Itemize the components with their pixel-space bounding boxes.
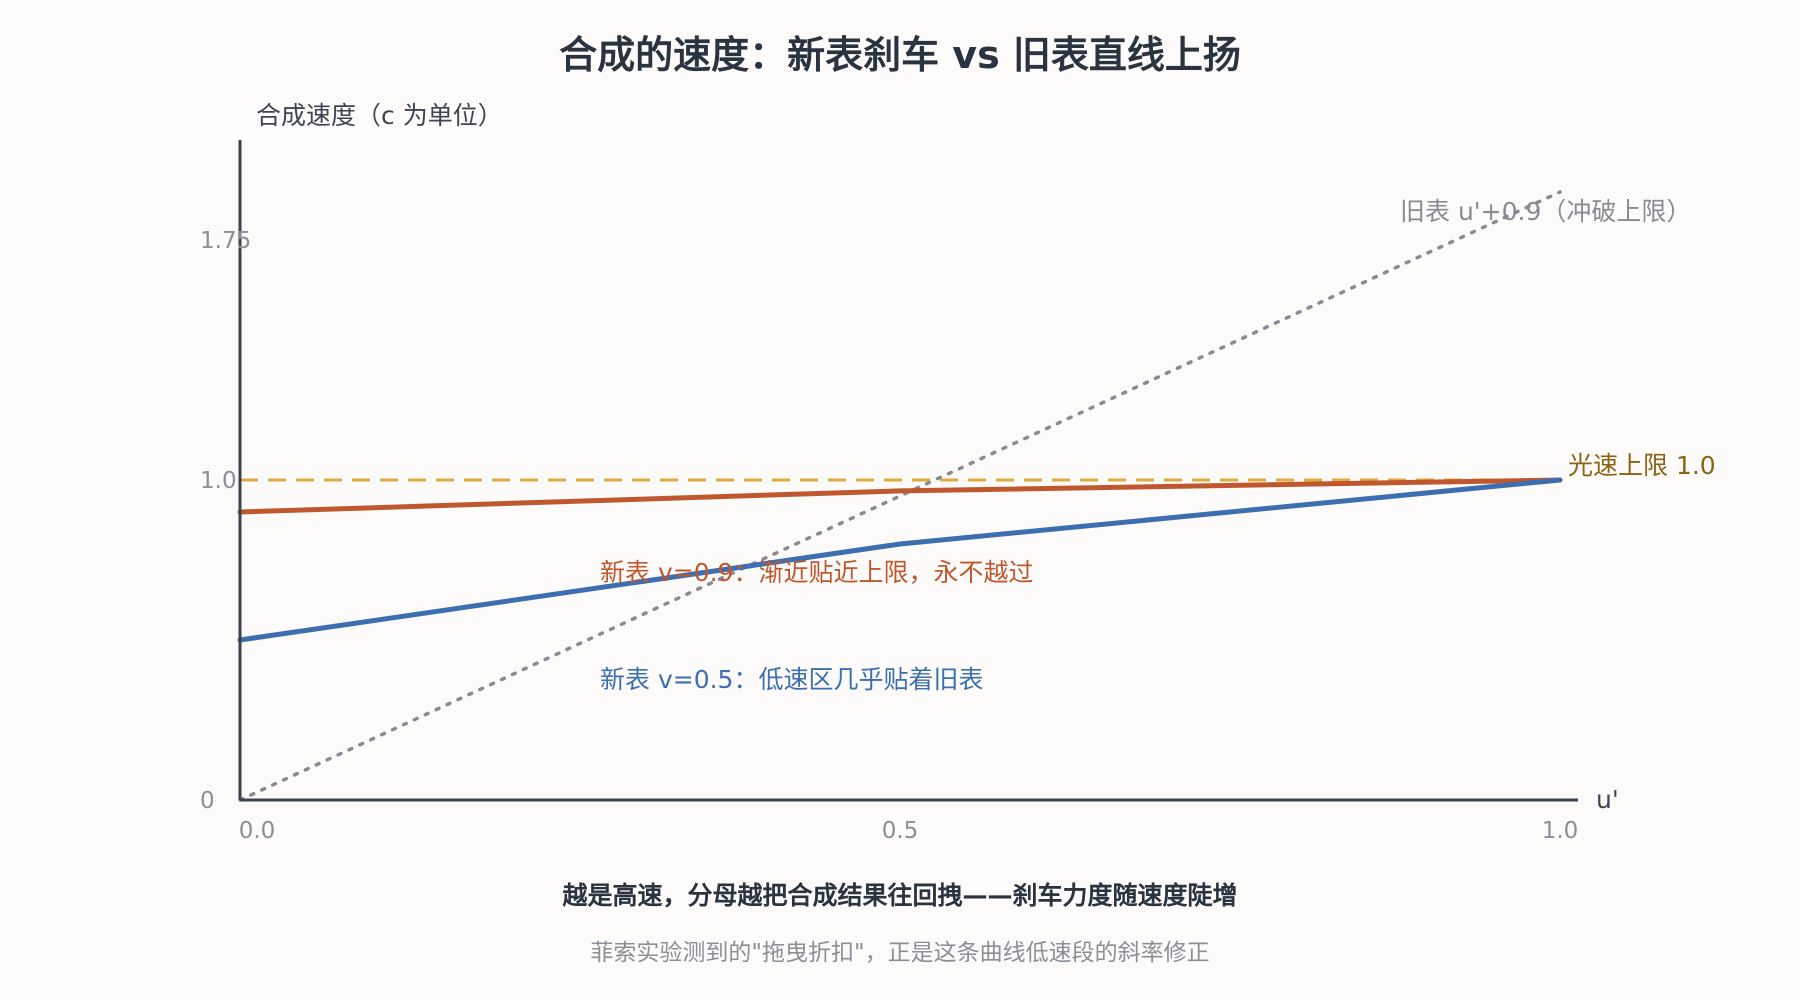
series-line-old: [238, 190, 1562, 802]
reference-line-label: 光速上限 1.0: [1568, 451, 1716, 480]
x-tick-label: 0.0: [239, 818, 276, 844]
tick-labels: 0.0 0.5 1.0 0 1.0 1.75: [200, 228, 1578, 844]
y-tick-label: 0: [200, 788, 215, 814]
x-tick-label: 0.5: [882, 818, 919, 844]
caption-sub: 菲索实验测到的"拖曳折扣"，正是这条曲线低速段的斜率修正: [590, 940, 1209, 966]
series-line-new09: [237, 477, 1563, 515]
y-axis-label: 合成速度（c 为单位）: [256, 101, 503, 130]
caption-main: 越是高速，分母越把合成结果往回拽——刹车力度随速度陡增: [562, 881, 1237, 910]
chart-title: 合成的速度：新表刹车 vs 旧表直线上扬: [559, 33, 1241, 77]
y-tick-label: 1.75: [200, 228, 251, 254]
y-tick-label: 1.0: [200, 468, 237, 494]
series-group: [237, 190, 1563, 802]
series-annotation-new09: 新表 v=0.9：渐近贴近上限，永不越过: [600, 558, 1033, 587]
series-line-new05: [237, 477, 1563, 643]
x-tick-label: 1.0: [1542, 818, 1579, 844]
series-annotation-old: 旧表 u'+0.9（冲破上限）: [1400, 197, 1691, 226]
x-axis-label: u': [1596, 785, 1619, 814]
series-annotation-new05: 新表 v=0.5：低速区几乎贴着旧表: [600, 665, 983, 694]
